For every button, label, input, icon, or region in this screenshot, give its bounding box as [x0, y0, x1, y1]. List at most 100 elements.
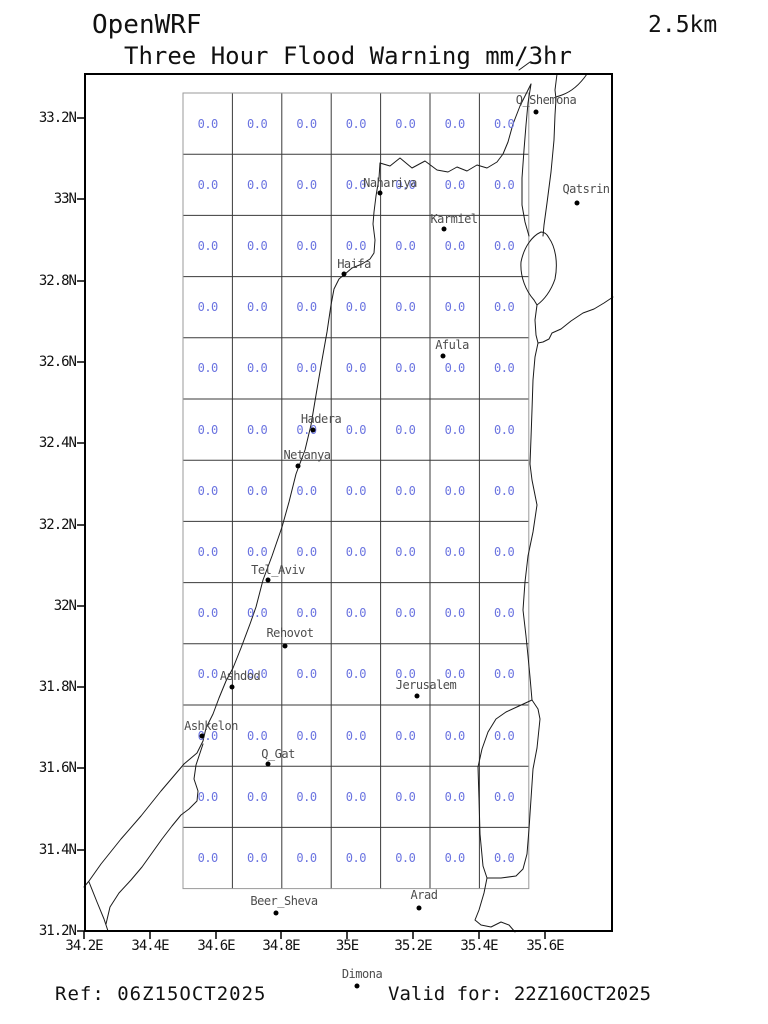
- grid-value: 0.0: [247, 483, 268, 498]
- grid-value: 0.0: [247, 361, 268, 376]
- gaza-east-border: [105, 743, 204, 925]
- grid-value: 0.0: [494, 483, 515, 498]
- x-tick-label: 34.4E: [131, 938, 169, 954]
- city-label: Hadera: [300, 412, 342, 426]
- grid-value: 0.0: [345, 728, 367, 743]
- grid-value: 0.0: [247, 667, 268, 682]
- grid-value: 0.0: [395, 116, 416, 131]
- city-dot: [533, 109, 539, 115]
- plot-subtitle: Three Hour Flood Warning mm/3hr: [124, 42, 572, 70]
- grid-value: 0.0: [494, 606, 515, 621]
- grid-value: 0.0: [494, 851, 515, 865]
- grid-value: 0.0: [197, 728, 219, 743]
- grid-value: 0.0: [444, 667, 466, 682]
- city-label: Jerusalem: [395, 678, 457, 692]
- city-dot: [265, 577, 271, 583]
- grid-value: 0.0: [296, 606, 317, 621]
- grid-value: 0.0: [197, 667, 219, 682]
- x-tick-label: 35.4E: [460, 938, 498, 954]
- city-label: Haifa: [337, 257, 371, 271]
- city-dot: [341, 271, 347, 277]
- grid-value: 0.0: [444, 239, 466, 253]
- grid-value: 0.0: [395, 483, 416, 498]
- grid-value: 0.0: [296, 667, 317, 682]
- grid-value: 0.0: [296, 789, 317, 804]
- grid-value: 0.0: [444, 422, 466, 437]
- city-dot: [414, 693, 420, 699]
- city-dot: [354, 983, 360, 989]
- axis-tick-marks: [77, 117, 546, 939]
- grid-value: 0.0: [296, 300, 317, 315]
- hula-valley-east-line: [542, 73, 558, 237]
- city-label: Q_Gat: [261, 747, 295, 761]
- grid-value: 0.0: [296, 239, 317, 253]
- map-frame: [84, 73, 613, 932]
- grid-value: 0.0: [296, 728, 317, 743]
- city-label: Karmiel: [430, 212, 478, 226]
- grid-value: 0.0: [395, 300, 416, 315]
- dead-sea-east-shore: [486, 699, 541, 879]
- arava-border: [474, 877, 516, 933]
- city-label: Tel_Aviv: [251, 563, 305, 577]
- grid-value: 0.0: [296, 545, 317, 559]
- city-label: Arad: [410, 888, 438, 902]
- y-tick-label: 32.4N: [38, 435, 77, 451]
- grid-value: 0.0: [247, 116, 268, 131]
- city-label: Nahariya: [363, 176, 417, 190]
- city-dot: [416, 905, 422, 911]
- x-tick-label: 34.2E: [65, 938, 103, 954]
- grid-value: 0.0: [494, 361, 515, 376]
- y-tick-label: 32.6N: [38, 354, 77, 370]
- grid-value: 0.0: [296, 177, 317, 192]
- grid-value: 0.0: [345, 361, 367, 376]
- grid-value: 0.0: [494, 667, 515, 682]
- y-tick-label: 31.2N: [38, 923, 77, 939]
- grid-value: 0.0: [197, 300, 219, 315]
- city-label: Netanya: [283, 448, 331, 462]
- city-dot: [441, 226, 447, 232]
- city-dot: [199, 733, 205, 739]
- grid-value: 0.0: [345, 300, 367, 315]
- model-title: OpenWRF: [92, 10, 202, 40]
- dead-sea-west-shore: [477, 699, 533, 879]
- grid-value: 0.0: [494, 545, 515, 559]
- resolution-label: 2.5km: [648, 12, 718, 38]
- city-dot: [229, 684, 235, 690]
- x-tick-label: 34.8E: [262, 938, 300, 954]
- grid-value: 0.0: [296, 851, 317, 865]
- grid-value: 0.0: [444, 177, 466, 192]
- grid-value: 0.0: [296, 422, 317, 437]
- grid-value: 0.0: [345, 667, 367, 682]
- city-label: Qatsrin: [562, 182, 610, 196]
- grid-value: 0.0: [247, 789, 268, 804]
- grid-value: 0.0: [395, 606, 416, 621]
- city-label: Ashdod: [219, 669, 261, 683]
- city-label: Ashkelon: [184, 719, 238, 733]
- grid-value: 0.0: [395, 422, 416, 437]
- grid-value: 0.0: [494, 728, 515, 743]
- grid-value: 0.0: [345, 422, 367, 437]
- grid-value: 0.0: [247, 239, 268, 253]
- reference-time: Ref: 06Z15OCT2025: [55, 983, 267, 1005]
- grid-value: 0.0: [444, 300, 466, 315]
- hula-valley-west-line: [521, 83, 532, 237]
- city-dot: [377, 190, 383, 196]
- y-tick-label: 32.2N: [38, 517, 77, 533]
- grid-value: 0.0: [395, 177, 416, 192]
- grid-value: 0.0: [247, 422, 268, 437]
- grid-value: 0.0: [197, 422, 219, 437]
- city-dot: [282, 643, 288, 649]
- y-tick-label: 31.8N: [38, 679, 77, 695]
- grid-value: 0.0: [494, 300, 515, 315]
- data-grid-outline: [182, 92, 530, 890]
- grid-value: 0.0: [247, 851, 268, 865]
- grid-value: 0.0: [197, 239, 219, 253]
- grid-value: 0.0: [197, 116, 219, 131]
- grid-value: 0.0: [395, 851, 416, 865]
- grid-value: 0.0: [197, 483, 219, 498]
- grid-value: 0.0: [444, 361, 466, 376]
- x-tick-label: 34.6E: [197, 938, 235, 954]
- grid-value: 0.0: [345, 116, 367, 131]
